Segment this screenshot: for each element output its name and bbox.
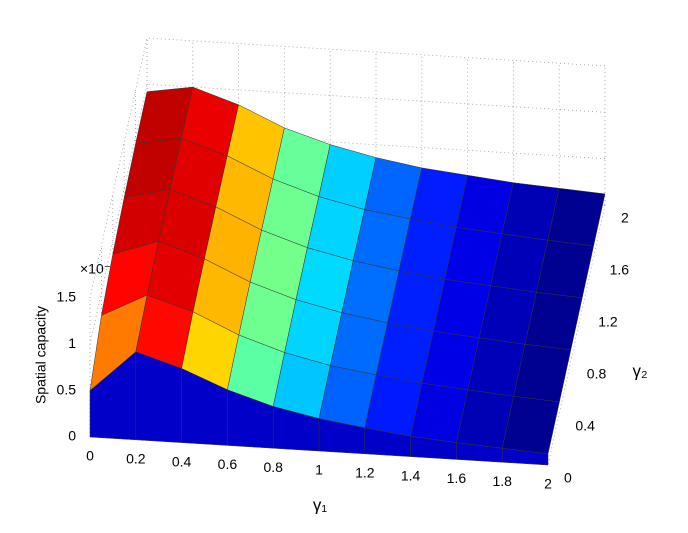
z-tick-label: 1 (68, 335, 76, 351)
y-tick-label: 1.2 (598, 314, 618, 330)
x-tick-label: 1.8 (492, 473, 512, 489)
y-tick-label: 0 (564, 470, 572, 486)
x-tick-label: 1.6 (447, 470, 467, 486)
z-axis-label: Spatial capacity (33, 306, 49, 404)
z-tick-label: 0 (68, 428, 76, 444)
surface-skirt (501, 448, 549, 466)
z-tick-label: 0.5 (57, 381, 77, 397)
grid-line (89, 37, 606, 299)
y-axis-label: γ₂ (632, 361, 647, 380)
x-tick-label: 1 (315, 462, 323, 478)
x-tick-label: 0.8 (263, 459, 283, 475)
grid-line (547, 204, 606, 466)
y-tick-label: 0.8 (587, 366, 607, 382)
x-tick-label: 0.4 (172, 453, 192, 469)
y-tick-label: 1.6 (610, 262, 630, 278)
x-tick-label: 0.6 (218, 456, 238, 472)
x-tick-label: 1.4 (401, 467, 421, 483)
z-exponent-label: ×10⁻³ (80, 261, 116, 277)
grid-line (89, 83, 606, 345)
y-tick-label: 0.4 (575, 418, 595, 434)
x-tick-label: 0 (86, 448, 94, 464)
y-tick-label: 2 (621, 210, 629, 226)
x-axis-label: γ₁ (313, 495, 328, 514)
x-tick-label: 2 (544, 476, 552, 492)
x-tick-label: 0.2 (126, 451, 146, 467)
x-tick-label: 1.2 (355, 465, 375, 481)
z-tick-label: 1.5 (57, 289, 77, 305)
